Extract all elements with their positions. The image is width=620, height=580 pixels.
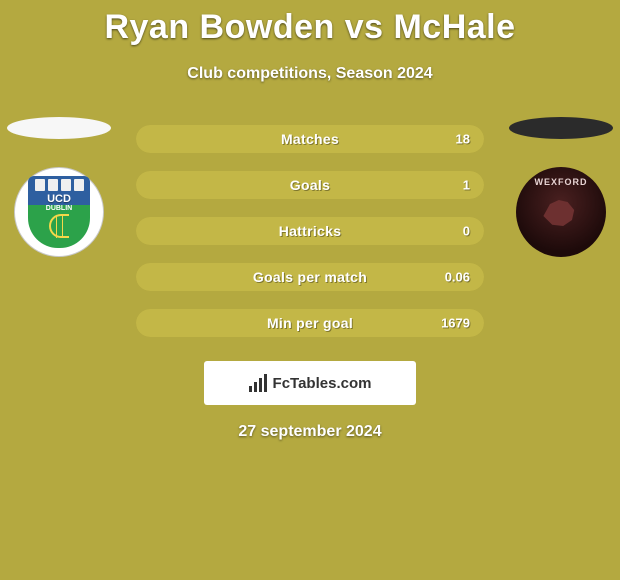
- crest-text-dublin: DUBLIN: [46, 205, 72, 212]
- left-team-ellipse: [7, 117, 111, 139]
- right-team-crest: WEXFORD: [516, 167, 606, 257]
- stat-value: 1: [463, 178, 470, 193]
- stat-value: 1679: [441, 316, 470, 331]
- date-text: 27 september 2024: [0, 423, 620, 441]
- crest-text-ucd: UCD: [47, 193, 71, 205]
- right-team-ellipse: [509, 117, 613, 139]
- stat-label: Matches: [281, 131, 339, 147]
- stat-bar: Hattricks 0: [136, 217, 484, 245]
- stat-bar: Matches 18: [136, 125, 484, 153]
- left-team-crest: UCD DUBLIN: [14, 167, 104, 257]
- stat-bar: Goals 1: [136, 171, 484, 199]
- stat-bar: Min per goal 1679: [136, 309, 484, 337]
- ucd-shield-icon: UCD DUBLIN: [28, 176, 90, 248]
- stat-label: Goals per match: [253, 269, 367, 285]
- stat-label: Goals: [290, 177, 330, 193]
- left-team-column: UCD DUBLIN: [4, 117, 114, 257]
- stat-value: 0.06: [445, 270, 470, 285]
- comparison-panel: UCD DUBLIN WEXFORD Matches 18 Goals 1 Hattri…: [0, 125, 620, 337]
- dragon-icon: [539, 192, 583, 232]
- watermark-badge: FcTables.com: [204, 361, 416, 405]
- harp-icon: [49, 214, 69, 238]
- stat-label: Hattricks: [279, 223, 342, 239]
- stat-bar: Goals per match 0.06: [136, 263, 484, 291]
- page-title: Ryan Bowden vs McHale: [0, 0, 620, 47]
- stat-value: 18: [456, 132, 470, 147]
- subtitle: Club competitions, Season 2024: [0, 65, 620, 83]
- watermark-text: FcTables.com: [273, 375, 372, 392]
- stat-label: Min per goal: [267, 315, 353, 331]
- crest-text-wexford: WEXFORD: [516, 177, 606, 187]
- stat-bars: Matches 18 Goals 1 Hattricks 0 Goals per match…: [136, 125, 484, 337]
- right-team-column: WEXFORD: [506, 117, 616, 257]
- bar-chart-icon: [249, 374, 267, 392]
- stat-value: 0: [463, 224, 470, 239]
